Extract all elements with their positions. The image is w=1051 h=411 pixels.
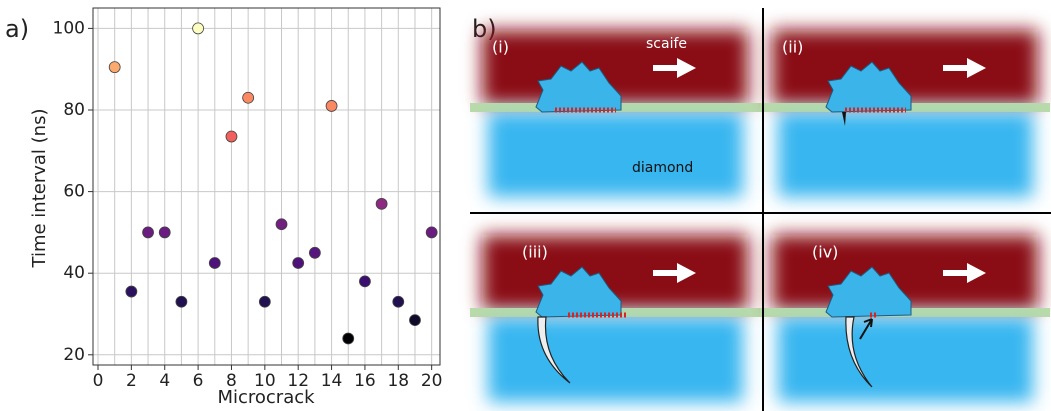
point xyxy=(126,286,137,297)
point xyxy=(326,100,337,111)
x-tick-label: 12 xyxy=(287,371,309,391)
x-tick-label: 6 xyxy=(193,371,204,391)
point xyxy=(276,219,287,230)
x-tick-label: 4 xyxy=(159,371,170,391)
point xyxy=(226,131,237,142)
point xyxy=(343,333,354,344)
point xyxy=(209,258,220,269)
figure: a) Microcrack Time interval (ns) 2040608… xyxy=(0,0,1051,411)
point xyxy=(409,315,420,326)
y-tick-label: 80 xyxy=(63,100,85,120)
panel-label: a) xyxy=(5,15,29,43)
y-tick-label: 20 xyxy=(63,345,85,365)
x-tick-label: 10 xyxy=(254,371,276,391)
point xyxy=(176,296,187,307)
x-tick-label: 8 xyxy=(226,371,237,391)
plot-background xyxy=(93,8,440,365)
x-tick-label: 18 xyxy=(387,371,409,391)
point xyxy=(243,92,254,103)
y-tick-label: 40 xyxy=(63,263,85,283)
panel-i: (i) scaife diamond xyxy=(470,30,760,197)
point xyxy=(293,258,304,269)
y-tick-label: 60 xyxy=(63,182,85,202)
point xyxy=(109,62,120,73)
point xyxy=(309,247,320,258)
panel-label: (i) xyxy=(492,38,509,57)
y-tick-label: 100 xyxy=(53,18,85,38)
point xyxy=(159,227,170,238)
x-tick-label: 0 xyxy=(93,371,104,391)
x-tick-label: 20 xyxy=(421,371,443,391)
region-label: diamond xyxy=(632,160,693,176)
x-tick-label: 14 xyxy=(321,371,343,391)
x-tick-label: 16 xyxy=(354,371,376,391)
panel-ii: (ii) xyxy=(760,30,1050,197)
x-tick-label: 2 xyxy=(126,371,137,391)
panel-label: (iv) xyxy=(812,243,838,262)
point xyxy=(259,296,270,307)
y-axis-label: Time interval (ns) xyxy=(29,109,50,269)
point xyxy=(193,23,204,34)
panel-label: (ii) xyxy=(782,38,803,57)
point xyxy=(143,227,154,238)
plot-area: 20 40 60 80 100 0 2 4 6 8 10 12 14 16 18 20 xyxy=(53,8,443,391)
panel-iii: (iii) xyxy=(470,235,760,402)
panel-iv: (iv) xyxy=(760,235,1050,402)
point xyxy=(393,296,404,307)
region-label: scaife xyxy=(646,36,687,52)
point xyxy=(376,198,387,209)
point xyxy=(426,227,437,238)
panel-label: (iii) xyxy=(522,243,548,262)
point xyxy=(359,276,370,287)
